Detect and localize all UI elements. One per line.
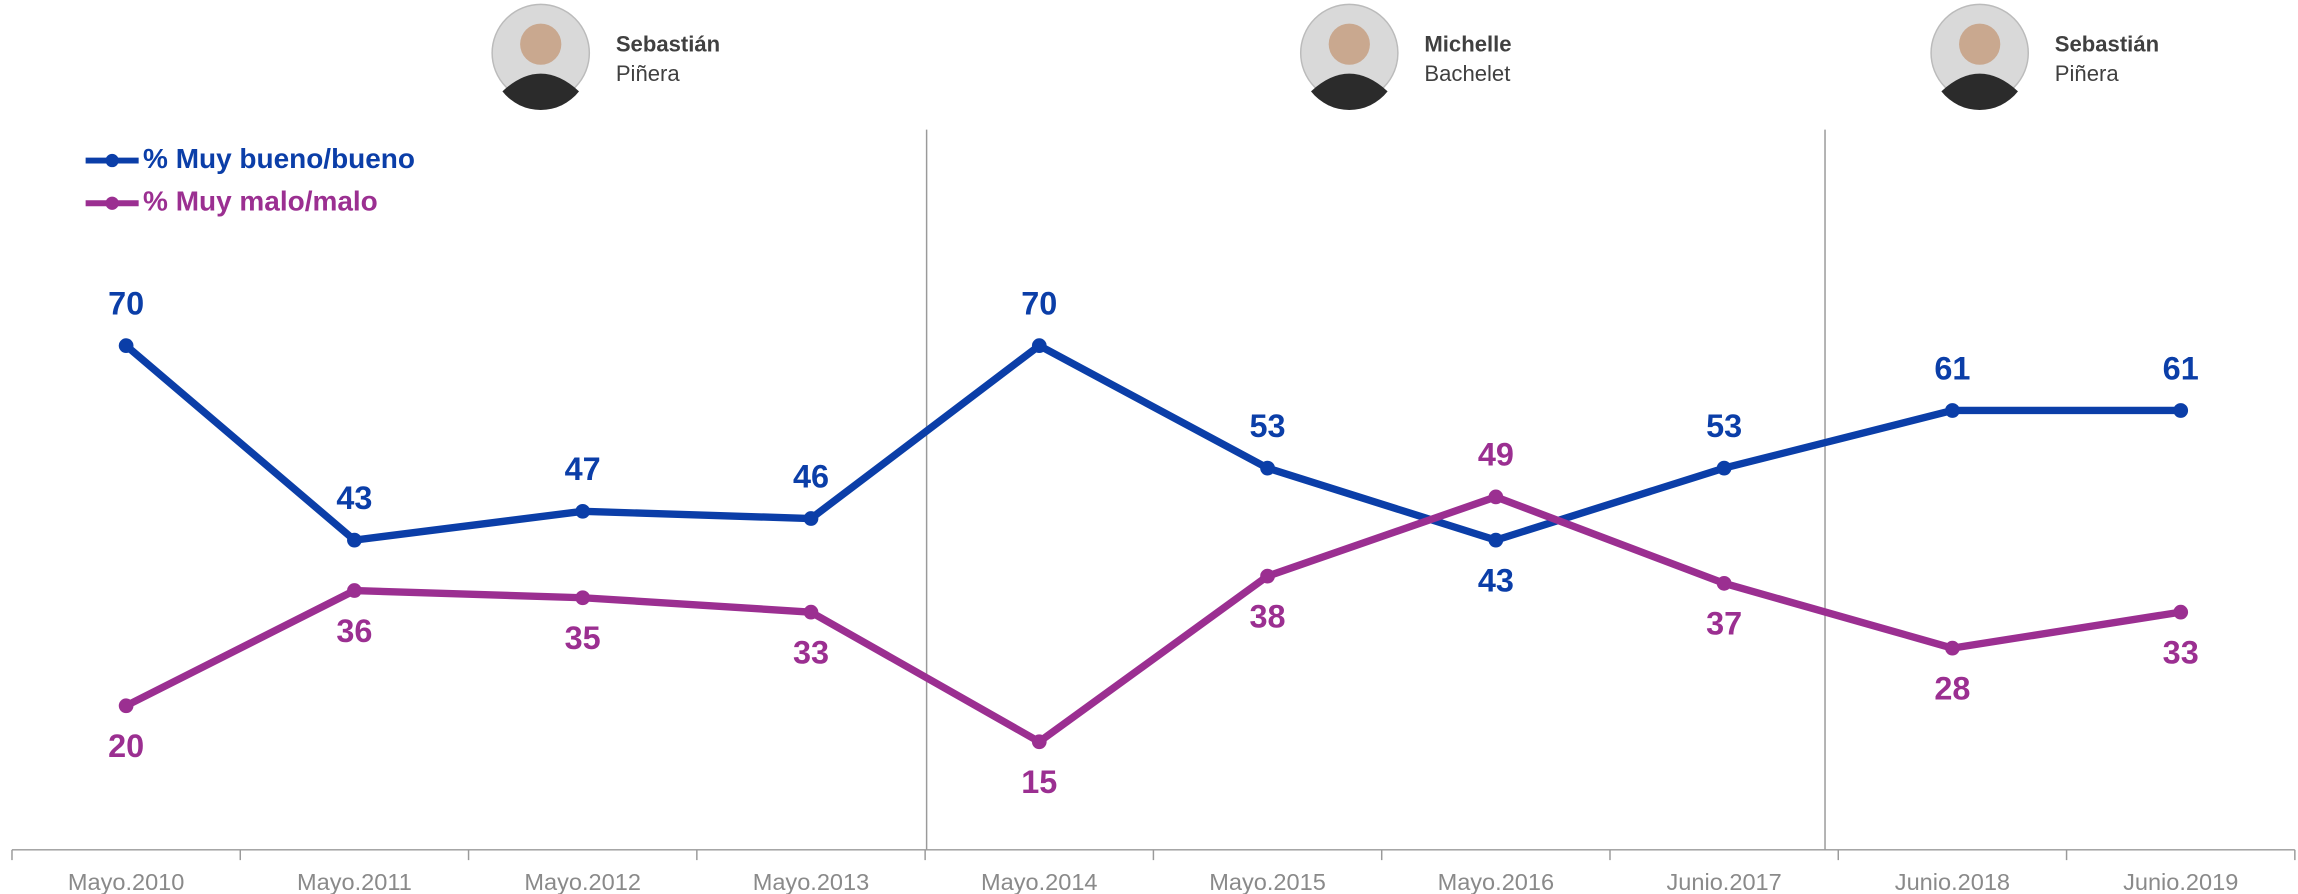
data-label: 49 xyxy=(1478,437,1514,473)
president-last-name: Piñera xyxy=(616,61,681,86)
x-tick-label: Mayo.2010 xyxy=(68,869,185,894)
data-point xyxy=(1945,641,1960,656)
x-tick-label: Mayo.2013 xyxy=(753,869,870,894)
data-label: 61 xyxy=(2163,350,2199,386)
data-label: 36 xyxy=(336,613,372,649)
legend-label: % Muy bueno/bueno xyxy=(143,143,415,174)
data-label: 33 xyxy=(793,634,829,670)
president-first-name: Sebastián xyxy=(2055,31,2159,56)
data-point xyxy=(1260,461,1275,476)
data-label: 70 xyxy=(1021,285,1057,321)
x-tick-label: Junio.2019 xyxy=(2123,869,2238,894)
president-first-name: Michelle xyxy=(1424,31,1511,56)
series-line xyxy=(126,346,2181,540)
x-tick-label: Mayo.2012 xyxy=(524,869,641,894)
data-point xyxy=(1488,490,1503,505)
data-point xyxy=(575,504,590,519)
president-photo-face xyxy=(520,24,561,65)
data-label: 53 xyxy=(1706,408,1742,444)
data-label: 46 xyxy=(793,458,829,494)
data-label: 28 xyxy=(1934,670,1970,706)
data-label: 53 xyxy=(1250,408,1286,444)
x-tick-label: Junio.2018 xyxy=(1895,869,2010,894)
legend-marker xyxy=(106,154,119,167)
data-label: 43 xyxy=(1478,562,1514,598)
data-point xyxy=(804,511,819,526)
data-point xyxy=(347,533,362,548)
data-label: 38 xyxy=(1250,598,1286,634)
legend-label: % Muy malo/malo xyxy=(143,186,378,217)
data-label: 33 xyxy=(2163,634,2199,670)
x-tick-label: Junio.2017 xyxy=(1667,869,1782,894)
data-label: 47 xyxy=(565,451,601,487)
data-point xyxy=(119,338,134,353)
x-tick-label: Mayo.2015 xyxy=(1209,869,1326,894)
data-label: 15 xyxy=(1021,764,1057,800)
data-point xyxy=(2173,403,2188,418)
data-point xyxy=(119,698,134,713)
data-label: 37 xyxy=(1706,606,1742,642)
data-point xyxy=(1945,403,1960,418)
data-point xyxy=(575,590,590,605)
president-photo-face xyxy=(1329,24,1370,65)
page: {"chart_data": {"type": "line", "categor… xyxy=(0,0,2298,894)
data-label: 20 xyxy=(108,728,144,764)
president-last-name: Bachelet xyxy=(1424,61,1510,86)
data-point xyxy=(1717,461,1732,476)
data-point xyxy=(2173,605,2188,620)
president-last-name: Piñera xyxy=(2055,61,2120,86)
x-tick-label: Mayo.2014 xyxy=(981,869,1098,894)
data-point xyxy=(1260,569,1275,584)
data-label: 61 xyxy=(1934,350,1970,386)
data-point xyxy=(1717,576,1732,591)
data-point xyxy=(804,605,819,620)
data-label: 43 xyxy=(336,480,372,516)
data-point xyxy=(1032,338,1047,353)
president-first-name: Sebastián xyxy=(616,31,720,56)
president-photo-face xyxy=(1959,24,2000,65)
legend-marker xyxy=(106,197,119,210)
data-point xyxy=(1488,533,1503,548)
data-label: 70 xyxy=(108,285,144,321)
data-point xyxy=(1032,734,1047,749)
data-point xyxy=(347,583,362,598)
x-tick-label: Mayo.2016 xyxy=(1438,869,1555,894)
data-label: 35 xyxy=(565,620,601,656)
x-tick-label: Mayo.2011 xyxy=(297,869,412,894)
chart: Mayo.2010 Mayo.2011 Mayo.2012 Mayo.2013 Mayo… xyxy=(0,0,2298,894)
